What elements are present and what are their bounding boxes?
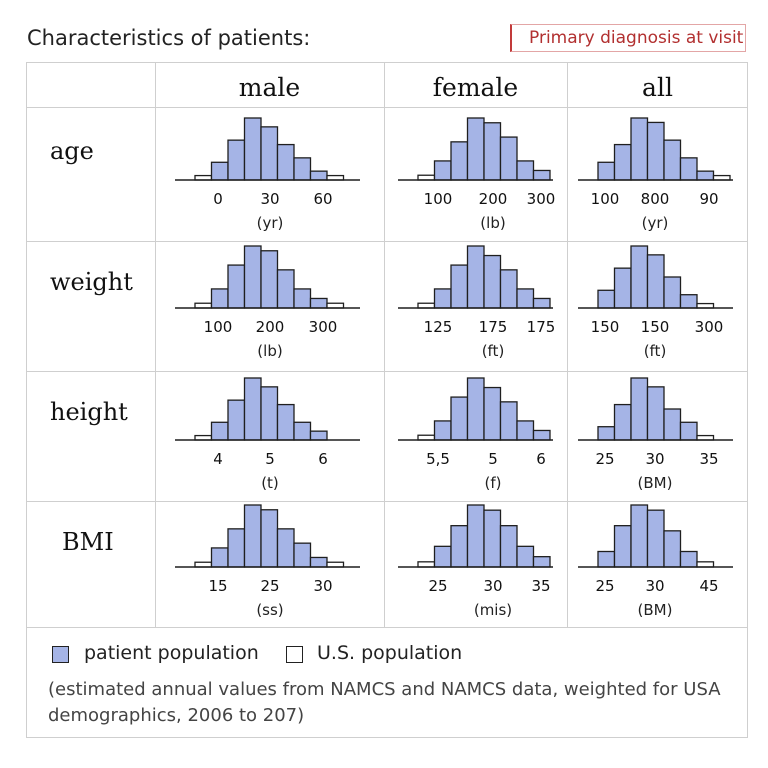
tick-label: 25 [595, 577, 615, 595]
grid-line [567, 62, 568, 628]
grid-line [26, 627, 748, 628]
tick-label: 200 [478, 190, 508, 208]
unit-label: (ss) [256, 601, 284, 619]
unit-label: (f) [484, 474, 502, 492]
tick-label: 5 [488, 450, 498, 468]
histogram-bar [630, 504, 649, 568]
tick-label: 30 [645, 577, 665, 595]
tick-label: 300 [526, 190, 556, 208]
legend-patient-label: patient population [84, 642, 259, 664]
tick-label: 5 [265, 450, 275, 468]
grid-line [26, 371, 748, 372]
diagnosis-tag[interactable]: Primary diagnosis at visit [510, 24, 746, 52]
tick-label: 300 [694, 318, 724, 336]
tick-label: 35 [699, 450, 719, 468]
tick-label: 125 [423, 318, 453, 336]
unit-label: (ft) [643, 342, 667, 360]
unit-label: (mis) [473, 601, 513, 619]
tick-label: 35 [531, 577, 551, 595]
grid-line [155, 62, 156, 628]
table-frame [26, 62, 748, 738]
tick-label: 5,5 [426, 450, 450, 468]
tick-label: 6 [536, 450, 546, 468]
grid-line [384, 62, 385, 628]
tick-label: 0 [213, 190, 223, 208]
tick-label: 25 [260, 577, 280, 595]
tick-label: 25 [595, 450, 615, 468]
tick-label: 800 [640, 190, 670, 208]
tick-label: 175 [526, 318, 556, 336]
legend-us-label: U.S. population [317, 642, 463, 664]
unit-label: (yr) [641, 214, 669, 232]
tick-label: 30 [260, 190, 280, 208]
column-header-all: all [642, 73, 673, 102]
unit-label: (lb) [480, 214, 506, 232]
tick-label: 60 [313, 190, 333, 208]
legend-us-swatch [286, 646, 303, 663]
tick-label: 30 [645, 450, 665, 468]
histogram-bar [597, 550, 616, 568]
tick-label: 300 [308, 318, 338, 336]
histogram-bar [679, 550, 698, 568]
unit-label: (ft) [481, 342, 505, 360]
tick-label: 100 [423, 190, 453, 208]
column-header-female: female [432, 73, 519, 102]
histogram-bar [663, 530, 682, 568]
tick-label: 150 [590, 318, 620, 336]
tick-label: 15 [208, 577, 228, 595]
source-note: (estimated annual values from NAMCS and … [48, 679, 721, 726]
unit-label: (yr) [256, 214, 284, 232]
tick-label: 6 [318, 450, 328, 468]
tick-label: 25 [428, 577, 448, 595]
histogram-bar [613, 525, 632, 568]
histogram-bar [646, 509, 665, 568]
row-label-height: height [50, 398, 128, 426]
tick-label: 150 [640, 318, 670, 336]
histogram-bar [696, 561, 715, 568]
row-label-weight: weight [50, 268, 133, 296]
unit-label: (BM) [637, 601, 673, 619]
legend-patient-swatch [52, 646, 69, 663]
unit-label: (BM) [637, 474, 673, 492]
unit-label: (t) [261, 474, 279, 492]
tick-label: 100 [590, 190, 620, 208]
row-label-bmi: BMI [62, 528, 114, 556]
grid-line [26, 241, 748, 242]
column-header-male: male [238, 73, 301, 102]
row-label-age: age [50, 137, 94, 165]
tick-label: 30 [483, 577, 503, 595]
tick-label: 90 [699, 190, 719, 208]
tick-label: 45 [699, 577, 719, 595]
tick-label: 100 [203, 318, 233, 336]
tick-label: 30 [313, 577, 333, 595]
grid-line [26, 501, 748, 502]
figure-title: Characteristics of patients: [27, 26, 311, 50]
grid-line [26, 107, 748, 108]
tick-label: 175 [478, 318, 508, 336]
tick-label: 200 [255, 318, 285, 336]
unit-label: (lb) [257, 342, 283, 360]
tick-label: 4 [213, 450, 223, 468]
